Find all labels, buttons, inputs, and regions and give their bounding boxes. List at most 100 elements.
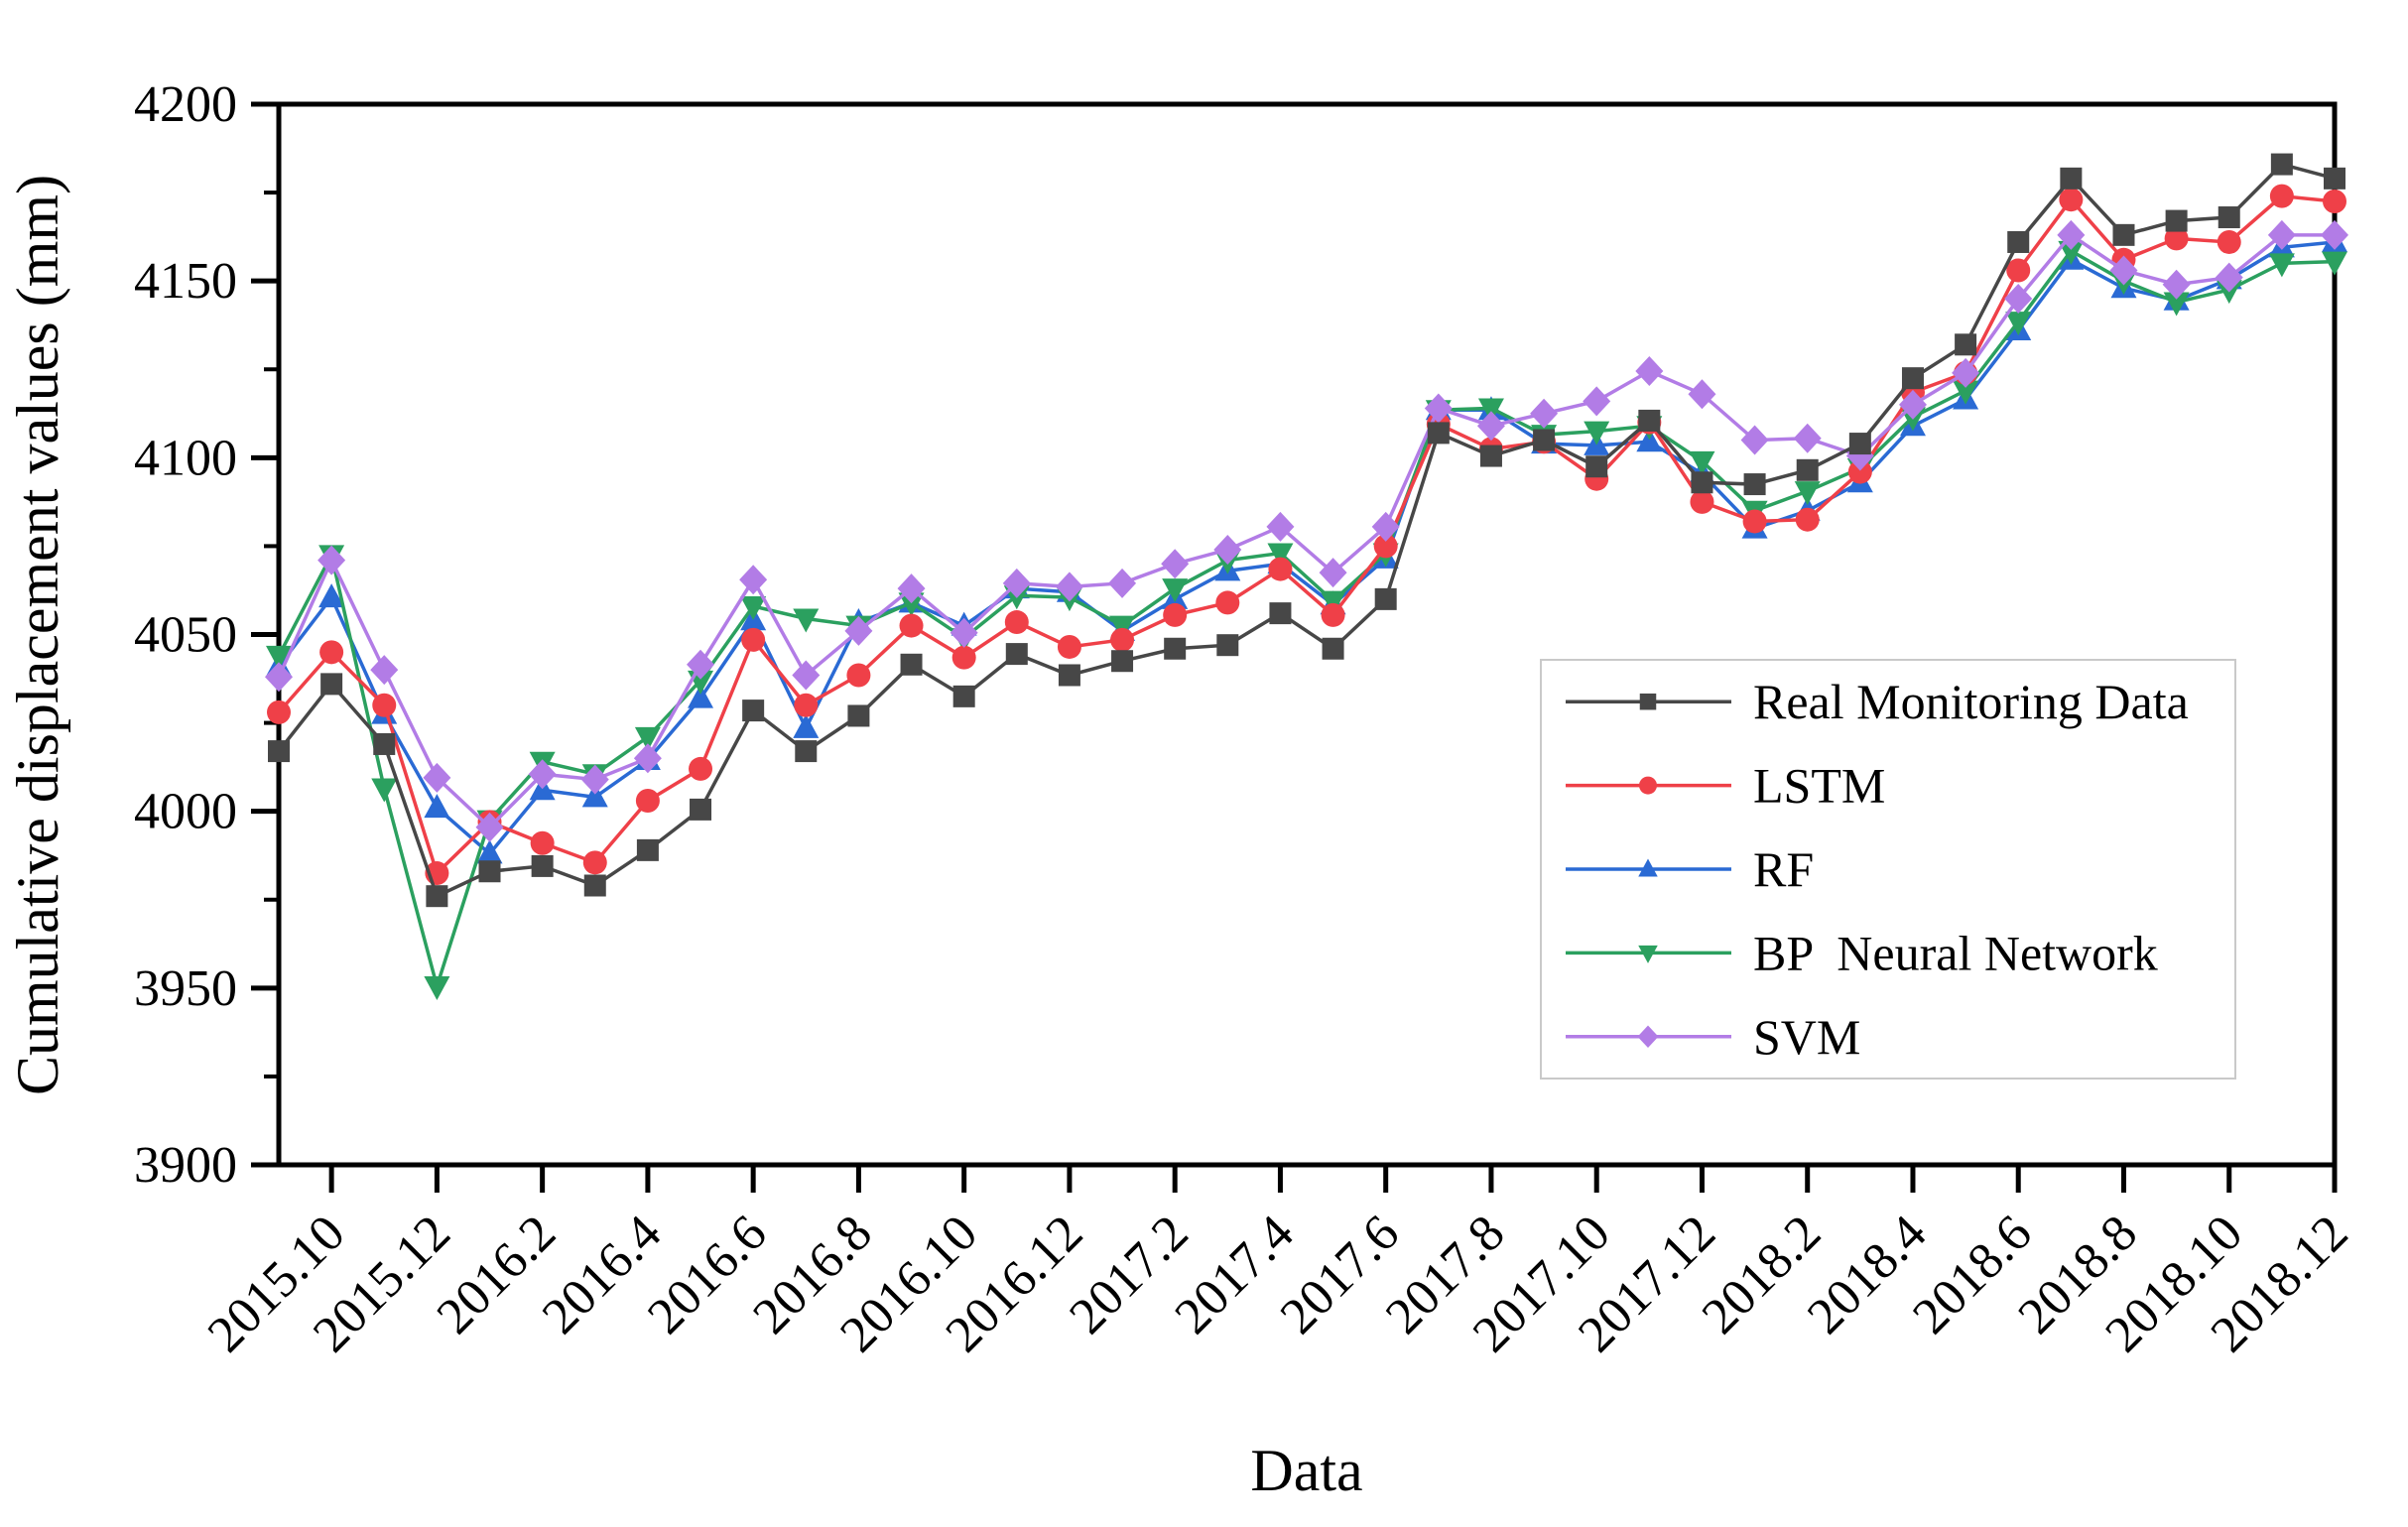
series-real-monitoring-data [268,153,2345,908]
data-point-bp-neural-network [898,592,925,617]
data-point-svm [2321,219,2348,250]
x-tick-label: 2016.6 [637,1205,777,1344]
data-point-svm [1371,511,1400,542]
data-point-real-monitoring-data [1111,650,1134,673]
y-tick-label: 3900 [134,1137,237,1194]
data-point-svm [2057,219,2086,250]
y-tick-label: 4100 [134,430,237,486]
data-point-real-monitoring-data [1585,455,1608,478]
data-point-bp-neural-network [2005,312,2032,336]
y-tick-label: 4150 [134,253,237,310]
data-point-lstm [794,693,819,717]
data-point-bp-neural-network [2058,240,2085,265]
legend-marker-bp-neural-network [1638,945,1658,963]
data-point-real-monitoring-data [1901,367,1924,390]
data-point-real-monitoring-data [531,854,554,877]
data-point-svm [370,655,399,686]
data-point-lstm [2323,189,2346,213]
data-point-real-monitoring-data [1216,634,1239,657]
x-tick-label: 2017.6 [1270,1205,1410,1344]
data-point-svm [1476,411,1505,442]
data-point-svm [2162,269,2191,300]
data-point-svm [1055,572,1083,602]
data-point-lstm [2164,226,2189,251]
data-point-svm [528,759,557,790]
x-tick-label: 2016.4 [532,1205,672,1344]
legend-label: SVM [1753,1009,1860,1065]
data-point-real-monitoring-data [1427,422,1450,445]
data-point-bp-neural-network [1109,615,1136,640]
data-point-lstm [2217,229,2241,254]
data-point-real-monitoring-data [1374,587,1397,610]
data-point-real-monitoring-data [1691,471,1713,494]
y-tick-label: 4200 [134,76,237,133]
data-point-real-monitoring-data [2218,206,2240,229]
data-point-real-monitoring-data [1164,637,1187,660]
data-point-lstm [1690,489,1714,514]
data-point-lstm [1110,627,1135,652]
data-point-svm [1583,386,1611,417]
data-point-bp-neural-network [371,778,398,803]
data-point-lstm [1373,534,1398,559]
data-point-lstm [1321,602,1345,627]
data-point-svm [1319,558,1347,588]
data-point-real-monitoring-data [426,885,448,908]
data-point-lstm [1163,602,1188,627]
legend-marker-real-monitoring-data [1639,693,1657,710]
data-point-real-monitoring-data [900,653,923,676]
data-point-lstm [1004,610,1029,635]
data-point-bp-neural-network [424,976,450,1001]
data-point-real-monitoring-data [1058,664,1080,687]
data-point-real-monitoring-data [847,704,870,727]
data-point-bp-neural-network [1477,398,1504,423]
data-point-lstm [1847,459,1872,484]
data-point-real-monitoring-data [1269,602,1292,625]
data-point-bp-neural-network [1267,543,1294,568]
legend-item-lstm: LSTM [1566,758,1885,814]
y-tick-label: 4000 [134,784,237,840]
data-point-lstm [741,627,766,652]
data-point-lstm [1795,507,1820,532]
data-point-lstm [899,613,924,638]
data-point-bp-neural-network [2163,292,2190,317]
data-point-bp-neural-network [1794,481,1821,506]
data-point-svm [580,764,609,795]
plot-layer: 3900 3950 4000 4050 4100 4150 4200 2015.102015.… [134,76,2358,1363]
legend-item-real-monitoring-data: Real Monitoring Data [1566,674,2189,729]
data-point-real-monitoring-data [952,685,975,707]
data-point-lstm [319,640,344,665]
x-tick-label: 2016.2 [427,1205,567,1344]
data-point-svm [739,565,768,595]
data-point-lstm [846,663,871,688]
data-point-rf [688,684,714,708]
data-point-svm [1740,425,1769,455]
data-point-lstm [1057,634,1081,659]
data-point-bp-neural-network [266,645,292,670]
data-point-svm [1952,357,1980,388]
data-point-real-monitoring-data [1848,433,1871,455]
legend-marker-svm [1637,1025,1659,1049]
y-axis: 3900 3950 4000 4050 4100 4150 4200 [134,76,277,1194]
data-point-real-monitoring-data [478,860,501,883]
data-point-bp-neural-network [634,726,661,751]
legend-label: BP Neural Network [1753,925,2158,980]
data-point-real-monitoring-data [2165,209,2188,232]
data-point-lstm [582,850,607,875]
data-point-svm [1635,356,1664,387]
data-point-real-monitoring-data [2324,167,2345,190]
y-tick-label: 4050 [134,607,237,664]
data-point-svm [1530,398,1559,429]
data-point-lstm [1215,590,1240,615]
data-point-svm [687,649,715,680]
y-tick-label: 3950 [134,960,237,1017]
data-point-svm [950,617,978,648]
x-tick-label: 2018.6 [1902,1205,2042,1344]
data-point-bp-neural-network [793,608,820,633]
data-point-svm [2267,219,2296,250]
plot-frame [276,101,2338,1168]
data-point-svm [792,660,821,691]
data-point-real-monitoring-data [1796,458,1819,481]
data-point-svm [475,812,504,842]
